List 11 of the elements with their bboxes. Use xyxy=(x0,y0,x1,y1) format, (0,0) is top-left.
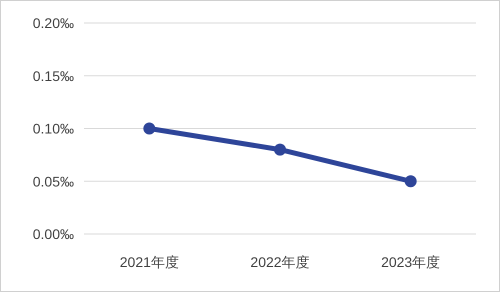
y-tick-label: 0.00‰ xyxy=(32,226,74,242)
x-tick-label: 2022年度 xyxy=(250,254,310,270)
y-tick-label: 0.10‰ xyxy=(32,120,74,136)
x-tick-label: 2021年度 xyxy=(120,254,179,270)
point xyxy=(143,122,156,134)
point xyxy=(404,175,417,188)
x-tick-label: 2023年度 xyxy=(381,254,440,270)
y-tick-label: 0.15‰ xyxy=(32,68,74,84)
point xyxy=(274,144,286,156)
y-tick-label: 0.20‰ xyxy=(32,15,74,31)
y-tick-label: 0.05‰ xyxy=(32,173,74,190)
